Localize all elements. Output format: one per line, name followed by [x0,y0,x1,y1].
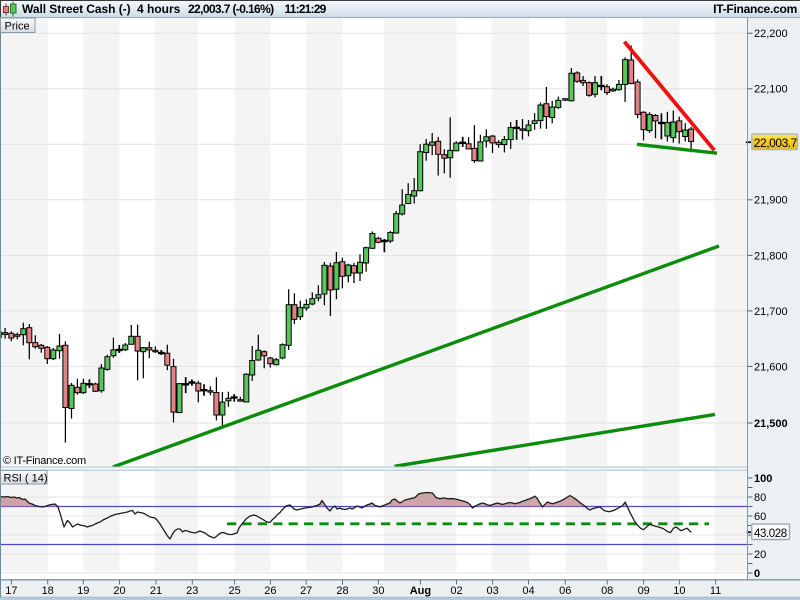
svg-text:43.028: 43.028 [754,528,787,540]
svg-text:22,200: 22,200 [754,28,788,40]
svg-text:Price: Price [5,20,30,32]
svg-text:100: 100 [754,473,772,485]
svg-text:08: 08 [601,585,613,597]
svg-text:80: 80 [754,492,766,504]
svg-text:09: 09 [638,585,650,597]
svg-text:4 hours: 4 hours [137,2,181,16]
svg-text:30: 30 [372,585,384,597]
svg-text:21: 21 [150,585,162,597]
svg-text:26: 26 [264,585,276,597]
svg-text:27: 27 [300,585,312,597]
svg-text:28: 28 [336,585,348,597]
svg-text:20: 20 [113,585,125,597]
svg-text:21,900: 21,900 [754,195,788,207]
svg-text:25: 25 [228,585,240,597]
svg-text:RSI ( 14): RSI ( 14) [4,472,48,484]
svg-text:11:21:29: 11:21:29 [285,2,327,16]
svg-text:11: 11 [710,585,721,597]
svg-text:21,800: 21,800 [754,250,788,262]
svg-text:0: 0 [754,568,760,580]
svg-text:03: 03 [486,585,498,597]
svg-text:02: 02 [450,585,462,597]
svg-text:21,500: 21,500 [754,418,788,430]
svg-text:21,700: 21,700 [754,306,788,318]
svg-text:23: 23 [186,585,198,597]
svg-text:22,100: 22,100 [754,84,788,96]
svg-text:Aug: Aug [410,585,431,597]
svg-text:10: 10 [673,585,685,597]
svg-text:60: 60 [754,511,766,523]
svg-text:18: 18 [42,585,54,597]
svg-text:© IT-Finance.com: © IT-Finance.com [3,455,86,467]
svg-text:21,600: 21,600 [754,361,788,373]
svg-text:04: 04 [522,585,534,597]
svg-text:17: 17 [5,585,17,597]
svg-text:IT-Finance.com: IT-Finance.com [713,2,797,16]
svg-text:06: 06 [559,585,571,597]
svg-text:22,003.7 (-0.16%): 22,003.7 (-0.16%) [188,2,274,16]
svg-text:20: 20 [754,549,766,561]
svg-text:22,003.7: 22,003.7 [754,136,798,150]
svg-text:19: 19 [77,585,89,597]
svg-text:Wall Street Cash (-): Wall Street Cash (-) [22,2,131,16]
